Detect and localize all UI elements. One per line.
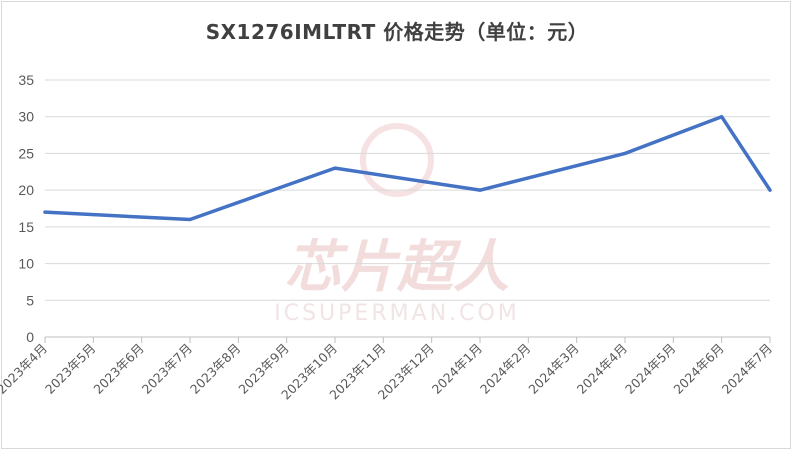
x-tick-label: 2024年6月: [670, 341, 726, 397]
gridlines: [45, 79, 770, 338]
x-tick-label: 2024年7月: [719, 341, 775, 397]
series-layer: [43, 114, 772, 222]
watermark-text: 芯片超人: [285, 235, 509, 300]
data-point: [188, 218, 192, 222]
x-tick-label: 2023年5月: [42, 341, 98, 397]
data-point: [768, 188, 772, 192]
x-tick-label: 2023年7月: [139, 341, 195, 397]
price-series-line: [43, 114, 772, 222]
watermark-subtext: ICSUPERMAN.COM: [274, 301, 520, 326]
y-tick-label: 15: [18, 219, 34, 235]
y-tick-label: 30: [18, 109, 34, 125]
x-tick-label: 2024年4月: [574, 341, 630, 397]
y-tick-label: 35: [18, 72, 34, 88]
x-tick-label: 2024年3月: [525, 341, 581, 397]
watermark-logo-icon: [360, 123, 434, 197]
y-tick-label: 5: [26, 292, 34, 308]
x-axis-ticks: 2023年4月2023年5月2023年6月2023年7月2023年8月2023年…: [0, 337, 775, 403]
data-point: [333, 166, 337, 170]
data-point: [720, 115, 724, 119]
y-axis-ticks: 0 5 10 15 20 25 30 35: [18, 72, 34, 345]
y-tick-label: 10: [18, 256, 34, 272]
y-tick-label: 20: [18, 182, 34, 198]
data-point: [43, 210, 47, 214]
x-tick-label: 2024年1月: [429, 341, 485, 397]
x-tick-label: 2024年2月: [477, 341, 533, 397]
x-tick-label: 2023年8月: [187, 341, 243, 397]
watermark: 芯片超人 ICSUPERMAN.COM: [274, 123, 520, 326]
x-tick-label: 2024年5月: [622, 341, 678, 397]
x-tick-label: 2023年6月: [90, 341, 146, 397]
data-point: [478, 188, 482, 192]
y-tick-label: 0: [26, 329, 34, 345]
x-tick-label: 2023年4月: [0, 341, 50, 397]
chart-title: SX1276IMLTRT 价格走势（单位：元）: [205, 20, 589, 44]
data-point: [623, 151, 627, 155]
y-tick-label: 25: [18, 145, 34, 161]
